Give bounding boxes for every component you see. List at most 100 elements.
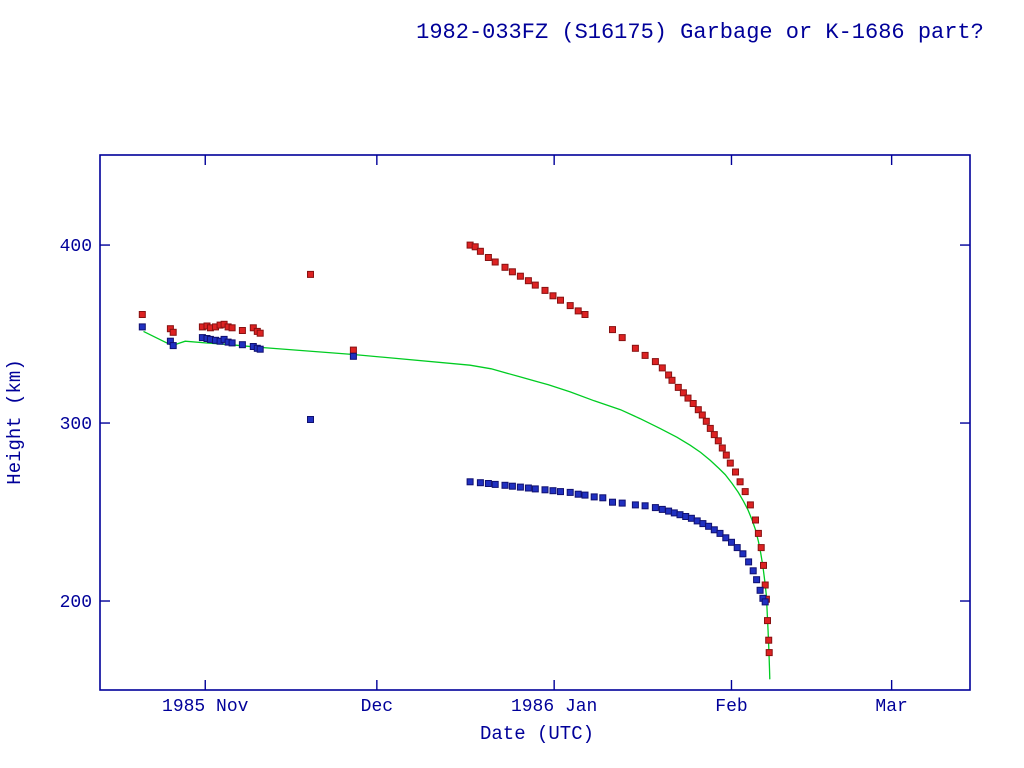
x-tick-label: Dec [361, 697, 393, 717]
data-point [756, 586, 764, 594]
data-point [516, 483, 524, 491]
data-point [566, 302, 574, 310]
data-point [618, 334, 626, 342]
data-point [249, 324, 257, 332]
data-point [491, 480, 499, 488]
data-point [471, 243, 479, 251]
data-point [574, 490, 582, 498]
data-point [557, 488, 564, 496]
series-predicted-mean-height [143, 330, 771, 680]
data-point [658, 505, 666, 513]
data-point [745, 558, 753, 566]
data-point [349, 352, 357, 360]
data-point [618, 499, 626, 507]
data-point [307, 270, 314, 278]
data-point [754, 529, 762, 537]
data-point [757, 544, 765, 552]
data-point [599, 494, 607, 502]
data-point [574, 307, 582, 315]
data-point [590, 493, 598, 501]
data-point [761, 581, 769, 589]
data-point [651, 504, 659, 512]
data-point [698, 411, 706, 419]
data-point [631, 501, 639, 509]
data-point [349, 346, 357, 354]
plot-area: 1985 Nov Dec 1986 Jan Feb Mar 200 300 400 [60, 154, 971, 717]
data-point [739, 550, 747, 558]
data-point [670, 509, 678, 517]
x-tick-label: Mar [875, 697, 907, 717]
data-point [549, 487, 557, 495]
data-point [732, 468, 739, 476]
x-tick-label: 1986 Jan [511, 697, 597, 717]
chart-title: 1982-033FZ (S16175) Garbage or K-1686 pa… [416, 20, 984, 45]
data-point [765, 636, 773, 644]
series-perigee-height [138, 323, 769, 606]
data-point [484, 254, 492, 261]
data-point [169, 342, 177, 350]
data-point [609, 326, 616, 334]
data-point [641, 502, 649, 510]
data-point [705, 522, 713, 530]
data-point [658, 364, 666, 372]
data-point [228, 339, 236, 347]
data-point [736, 478, 744, 486]
data-point [676, 511, 684, 519]
data-point [665, 507, 673, 515]
data-point [169, 328, 177, 336]
data-point [752, 516, 759, 524]
data-point [581, 491, 589, 499]
data-point [491, 258, 499, 266]
data-point [702, 417, 710, 425]
data-point [699, 520, 707, 528]
y-tick-label: 400 [60, 237, 92, 257]
data-point [714, 437, 722, 445]
data-point [508, 482, 516, 490]
series-apogee-height [138, 241, 773, 657]
data-point [694, 406, 702, 414]
data-point [710, 431, 718, 439]
data-point [726, 459, 734, 467]
data-point [631, 344, 639, 352]
data-point [749, 567, 757, 575]
data-point [706, 424, 714, 432]
data-point [516, 272, 524, 280]
data-point [541, 486, 549, 494]
plot-frame [99, 154, 971, 691]
data-point [566, 488, 574, 496]
data-point [760, 561, 767, 569]
data-point [557, 296, 564, 304]
data-point [722, 534, 730, 542]
data-point [668, 376, 676, 384]
data-point [761, 598, 769, 606]
data-point [651, 358, 659, 366]
data-point [682, 513, 690, 520]
data-point [684, 394, 692, 402]
data-point [228, 324, 236, 332]
data-point [674, 383, 682, 391]
data-point [256, 329, 264, 337]
y-tick-label: 300 [60, 415, 92, 435]
data-point [524, 484, 532, 492]
data-point [753, 576, 761, 584]
data-point [687, 514, 695, 522]
data-point [484, 480, 492, 487]
data-point [710, 526, 718, 534]
data-point [741, 488, 749, 496]
data-point [476, 247, 484, 255]
data-point [138, 323, 146, 331]
data-point [679, 389, 687, 397]
data-point [531, 281, 539, 289]
data-point [716, 529, 724, 537]
data-point [501, 481, 509, 489]
x-axis-label: Date (UTC) [480, 723, 594, 745]
data-point [524, 277, 532, 285]
data-point [466, 478, 474, 486]
data-point [609, 498, 616, 506]
x-tick-label: 1985 Nov [162, 697, 249, 717]
data-point [581, 311, 589, 318]
data-point [307, 416, 314, 423]
data-point [549, 292, 557, 300]
